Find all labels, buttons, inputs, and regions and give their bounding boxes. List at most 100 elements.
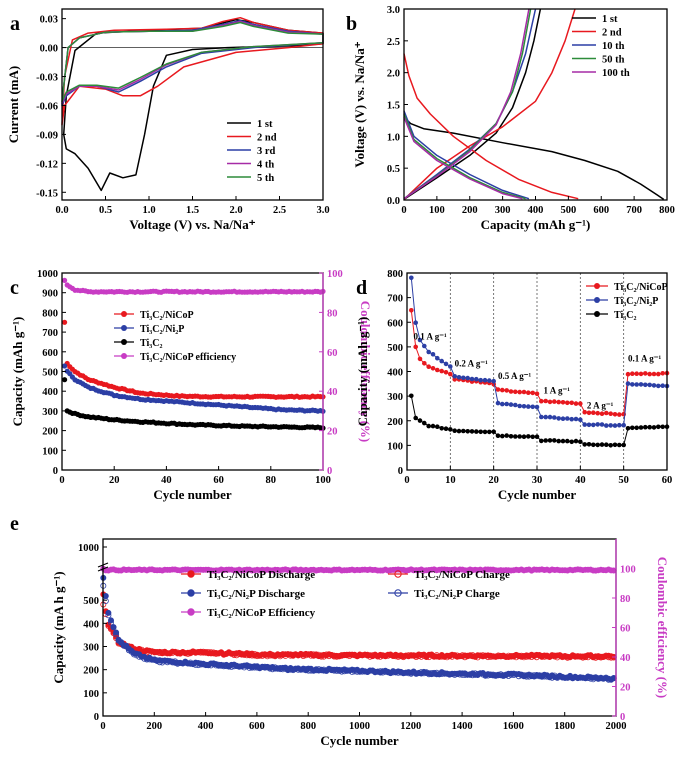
y2-axis-label: Coulombic efficiency (%) — [358, 301, 373, 443]
data-point-0 — [539, 398, 544, 404]
data-point-2 — [435, 424, 440, 430]
x-tick-label: 600 — [249, 721, 265, 732]
data-point-2 — [556, 438, 561, 444]
data-point-1 — [452, 374, 458, 379]
data-point-1 — [448, 364, 453, 369]
data-point-1 — [426, 349, 432, 355]
data-point-2 — [478, 429, 484, 435]
y-tick-label: 2.5 — [387, 37, 400, 48]
series-line-3 — [403, 113, 526, 200]
data-point-1 — [539, 414, 544, 420]
x-axis-label: Cycle number — [320, 733, 399, 748]
x-axis-label: Capacity (mAh g⁻¹) — [481, 217, 591, 232]
data-point-0 — [508, 389, 514, 394]
x-tick-label: 0.0 — [55, 205, 68, 216]
data-point-2 — [591, 442, 596, 448]
data-point-0 — [599, 411, 605, 417]
data-point-3 — [108, 619, 115, 626]
data-point-0 — [630, 371, 635, 377]
legend-label-3: 50 th — [602, 55, 625, 66]
data-point-2 — [643, 424, 648, 430]
data-point-1 — [517, 403, 522, 409]
x-tick-label: 1600 — [503, 721, 524, 732]
data-point-1 — [604, 423, 609, 428]
data-point-2 — [102, 593, 109, 600]
rate-label: 2 A g⁻¹ — [587, 400, 614, 410]
data-point-1 — [595, 422, 600, 427]
data-point-1 — [569, 416, 574, 422]
legend-label-1: 2 nd — [602, 28, 622, 39]
rate-label: 0.5 A g⁻¹ — [498, 371, 532, 381]
data-point-1 — [435, 355, 440, 361]
data-point-2 — [617, 442, 622, 448]
data-point-1 — [630, 382, 635, 387]
data-point-1 — [495, 400, 501, 406]
data-point-1 — [443, 361, 449, 367]
data-point-0 — [521, 389, 527, 395]
y-tick-label: -0.03 — [36, 73, 58, 84]
data-point-1 — [608, 423, 613, 428]
legend-label-0: Ti₃C₂/NiCoP — [140, 310, 194, 321]
data-point-2 — [599, 442, 605, 447]
data-point-0 — [578, 401, 583, 406]
x-tick-label: 30 — [532, 475, 543, 486]
data-point-1 — [651, 383, 657, 388]
series-line-1 — [403, 8, 576, 200]
data-point-0 — [435, 367, 440, 373]
legend-label-0: 1 st — [257, 119, 273, 130]
x-tick-label: 1400 — [452, 721, 473, 732]
y-tick-label: 600 — [387, 318, 403, 329]
data-point-1 — [660, 383, 665, 389]
x-tick-label: 300 — [495, 205, 511, 216]
y-tick-label: 1000 — [37, 269, 58, 280]
legend-marker-0 — [187, 570, 195, 578]
data-point-0 — [547, 399, 553, 405]
y2-tick-label: 100 — [327, 269, 343, 280]
data-point-1 — [469, 376, 475, 382]
x-tick-label: 10 — [445, 475, 456, 486]
y-tick-label: 500 — [42, 368, 58, 379]
y2-tick-label: 0 — [327, 466, 332, 477]
y-tick-label: 800 — [42, 308, 58, 319]
data-point-2 — [573, 438, 579, 444]
data-point-0 — [500, 387, 505, 393]
y-axis-label: Capacity (mAh g⁻¹) — [355, 317, 370, 427]
data-point-3 — [151, 657, 158, 664]
data-point-1 — [166, 650, 173, 657]
y-tick-label: 600 — [42, 348, 58, 359]
x-tick-label: 0.5 — [99, 205, 112, 216]
data-point-1 — [422, 343, 427, 349]
data-point-1 — [552, 415, 557, 420]
data-point-3 — [261, 663, 268, 670]
data-point-3 — [130, 651, 137, 658]
data-point-2 — [569, 439, 574, 445]
data-point-2 — [651, 425, 657, 430]
data-point-1 — [508, 402, 514, 407]
y-tick-label: 100 — [42, 446, 58, 457]
data-point-2 — [543, 438, 548, 443]
rate-label: 0.1 A g⁻¹ — [414, 331, 448, 341]
y-tick-label: 200 — [42, 427, 58, 438]
data-point-1 — [591, 422, 596, 428]
data-point-0 — [517, 389, 522, 395]
data-point-0 — [526, 390, 531, 396]
x-tick-label: 0 — [401, 205, 406, 216]
data-point-0 — [651, 371, 657, 377]
data-point-0 — [582, 409, 587, 415]
series-line-4 — [61, 21, 324, 103]
data-point-1 — [617, 422, 622, 428]
data-point-1 — [513, 402, 518, 408]
data-point-1 — [465, 375, 471, 381]
y-tick-label: 300 — [42, 407, 58, 418]
data-point-1 — [500, 401, 505, 407]
data-point-2 — [430, 423, 436, 429]
data-point-2 — [552, 438, 557, 443]
data-point-1 — [565, 416, 570, 421]
axis-break-mark — [97, 562, 109, 572]
data-point-2 — [517, 434, 522, 439]
data-point-1 — [647, 382, 652, 388]
data-point-1 — [599, 422, 605, 427]
data-point-0 — [625, 371, 631, 377]
data-point-3 — [120, 642, 127, 649]
legend-label-2: 10 th — [602, 41, 625, 52]
